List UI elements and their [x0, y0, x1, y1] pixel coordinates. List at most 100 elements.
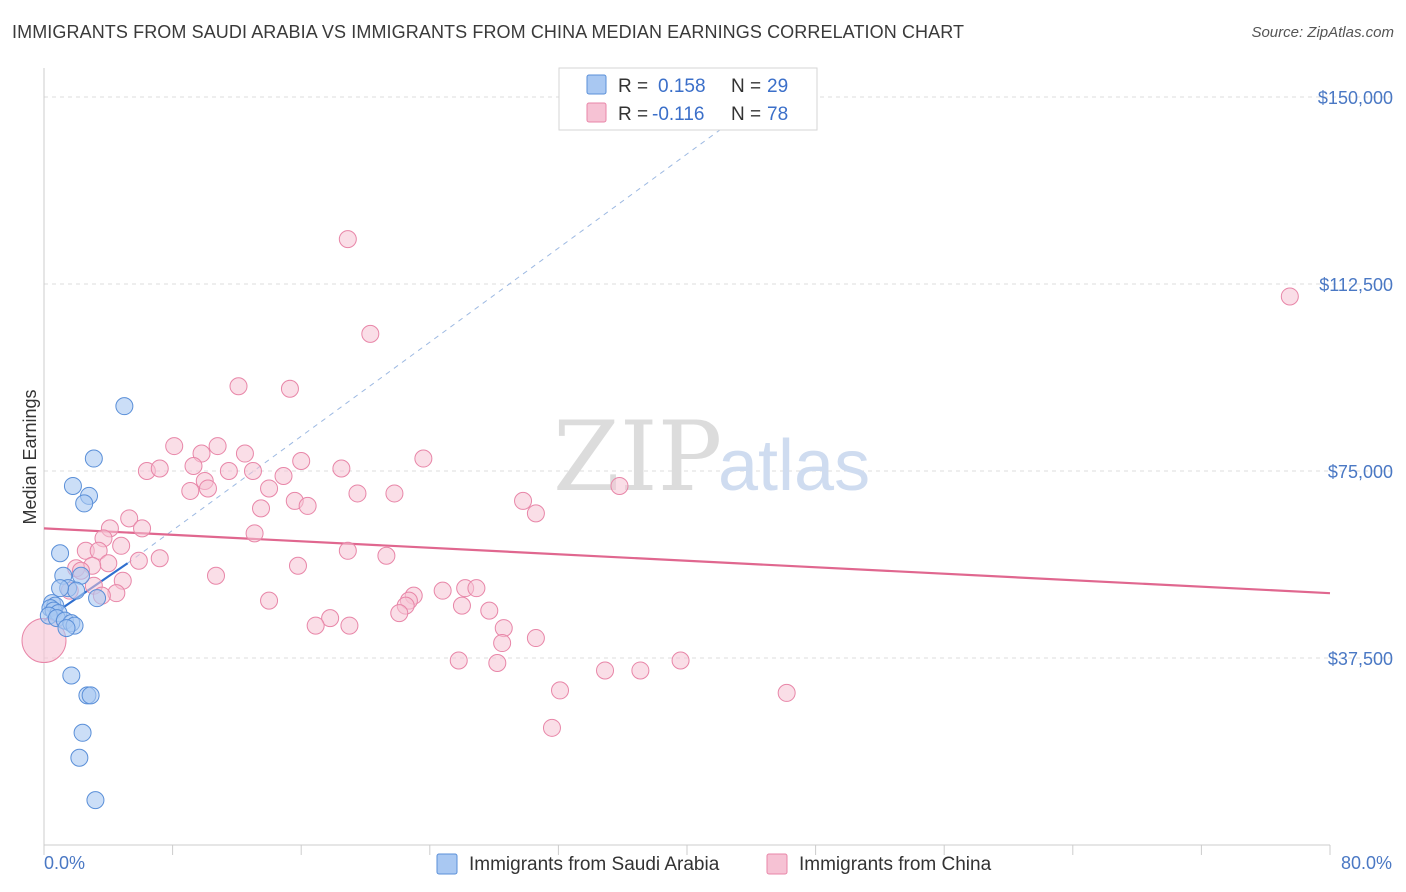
- legend-n-value-saudi: 29: [767, 76, 788, 97]
- data-point-china: [260, 591, 279, 610]
- legend-n-label-china: N =: [731, 104, 761, 125]
- data-point-china: [150, 549, 169, 568]
- data-point-china: [288, 556, 307, 575]
- data-point-china: [260, 479, 279, 498]
- data-point-china: [610, 476, 629, 495]
- data-point-china: [385, 484, 404, 503]
- trend-line-china: [43, 527, 1331, 595]
- data-point-china: [452, 596, 471, 615]
- data-point-saudi: [62, 666, 81, 685]
- series-legend-label-china: Immigrants from China: [799, 854, 992, 875]
- data-point-china: [292, 452, 311, 471]
- data-point-china: [89, 541, 108, 560]
- points-saudi: [39, 397, 134, 810]
- legend-r-value-china: -0.116: [652, 104, 704, 125]
- data-point-china: [377, 546, 396, 565]
- data-point-china: [133, 519, 152, 538]
- legend-swatch-saudi: [586, 74, 607, 95]
- data-point-china: [243, 462, 262, 480]
- data-point-saudi: [84, 449, 103, 468]
- data-point-china: [488, 653, 507, 672]
- series-legend-label-saudi: Immigrants from Saudi Arabia: [469, 854, 720, 875]
- data-point-china: [252, 499, 271, 518]
- data-point-china: [340, 616, 359, 635]
- y-tick-label: $37,500: [1328, 649, 1393, 669]
- data-point-china: [181, 481, 200, 500]
- data-point-china: [526, 504, 545, 523]
- legend-r-label-saudi: R =: [618, 76, 648, 97]
- data-point-china: [433, 581, 452, 600]
- data-point-china: [120, 509, 139, 528]
- y-tick-labels: $37,500 $75,000 $112,500 $150,000: [1318, 88, 1393, 669]
- points-china: [21, 230, 1299, 737]
- data-point-china: [332, 459, 351, 478]
- data-point-saudi: [88, 589, 107, 608]
- data-point-china: [414, 449, 433, 468]
- data-point-saudi: [51, 579, 70, 598]
- data-point-china: [150, 459, 169, 478]
- series-legend: Immigrants from Saudi Arabia Immigrants …: [436, 853, 992, 875]
- legend-n-label-saudi: N =: [731, 76, 761, 97]
- chart-source: Source: ZipAtlas.com: [1251, 24, 1394, 41]
- data-point-china: [631, 661, 650, 680]
- data-point-china: [229, 377, 248, 396]
- x-tick-label-min: 0.0%: [44, 853, 85, 873]
- data-point-china: [526, 629, 545, 648]
- data-point-china: [777, 683, 796, 702]
- trend-line-saudi-extrapolated: [127, 106, 752, 564]
- watermark-zip: ZIP: [553, 401, 722, 513]
- data-point-china: [198, 479, 217, 498]
- watermark-atlas: atlas: [718, 426, 870, 506]
- data-point-china: [480, 601, 499, 620]
- data-point-china: [306, 616, 325, 635]
- data-point-china: [1280, 287, 1299, 306]
- y-tick-label: $112,500: [1319, 275, 1393, 295]
- data-point-saudi: [57, 619, 76, 638]
- data-point-china: [596, 661, 615, 680]
- axis-layer: [43, 68, 1331, 855]
- data-point-china: [361, 324, 380, 343]
- data-point-china: [449, 651, 468, 670]
- legend-n-value-china: 78: [767, 104, 788, 125]
- data-point-china: [207, 566, 226, 585]
- data-point-china: [514, 491, 533, 510]
- data-point-china: [280, 379, 299, 398]
- data-point-china: [493, 634, 512, 653]
- data-point-china: [338, 541, 357, 560]
- x-tick-label-max: 80.0%: [1341, 853, 1392, 873]
- data-point-china: [390, 604, 409, 623]
- data-point-china: [671, 651, 690, 670]
- data-point-china: [245, 524, 264, 543]
- data-point-china: [165, 437, 184, 456]
- data-point-china: [542, 718, 561, 737]
- data-point-china: [99, 554, 118, 573]
- data-point-china: [112, 536, 131, 555]
- legend-r-value-saudi: 0.158: [658, 76, 706, 97]
- data-point-saudi: [75, 494, 94, 513]
- data-point-china: [338, 230, 357, 249]
- data-point-saudi: [71, 566, 90, 585]
- watermark: ZIP atlas: [553, 401, 870, 513]
- data-point-china: [274, 466, 293, 485]
- data-point-china: [208, 437, 227, 456]
- data-point-china: [321, 609, 340, 628]
- data-point-china: [551, 681, 570, 700]
- y-tick-label: $150,000: [1318, 88, 1393, 108]
- grid-layer: [44, 96, 1392, 659]
- data-point-saudi: [81, 686, 100, 705]
- data-point-china: [494, 619, 513, 638]
- data-point-china: [129, 551, 148, 570]
- legend-swatch-china: [586, 102, 607, 123]
- data-point-china: [348, 484, 367, 503]
- y-tick-label: $75,000: [1328, 462, 1393, 482]
- data-point-china: [467, 579, 486, 598]
- data-point-saudi: [70, 748, 89, 767]
- series-legend-swatch-saudi: [436, 853, 458, 875]
- y-axis-label: Median Earnings: [20, 389, 40, 524]
- data-point-china: [219, 462, 238, 480]
- data-point-saudi: [51, 544, 70, 563]
- data-point-saudi: [86, 791, 105, 810]
- data-point-china: [184, 457, 203, 476]
- data-point-saudi: [73, 723, 92, 742]
